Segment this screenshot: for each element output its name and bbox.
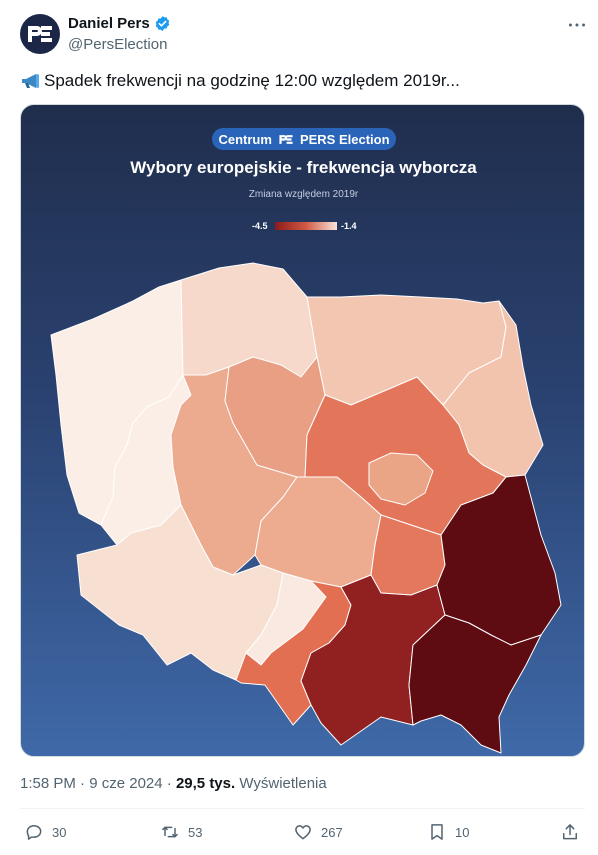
like-button[interactable]: 267 — [293, 822, 343, 842]
repost-icon — [162, 826, 178, 838]
divider — [20, 808, 585, 809]
meta-separator: · — [80, 775, 86, 792]
share-icon — [563, 824, 577, 840]
tweet-time[interactable]: 1:58 PM — [20, 775, 76, 792]
pe-logo-icon — [279, 134, 293, 144]
tweet-text-content: Spadek frekwencji na godzinę 12:00 wzglę… — [44, 71, 460, 90]
region-podkarpackie — [408, 614, 542, 754]
author-name-row[interactable]: Daniel Pers — [68, 15, 171, 32]
verified-badge-icon — [155, 16, 169, 31]
brand-right: PERS Election — [299, 131, 390, 147]
region-warszawa — [368, 452, 434, 506]
reply-button[interactable]: 30 — [24, 822, 66, 842]
author-handle[interactable]: @PersElection — [68, 36, 168, 53]
tweet-meta: 1:58 PM · 9 cze 2024 · 29,5 tys. Wyświet… — [20, 775, 327, 792]
like-count: 267 — [321, 824, 343, 840]
bookmark-icon — [431, 824, 443, 840]
tweet-text: Spadek frekwencji na godzinę 12:00 wzglę… — [20, 71, 460, 91]
legend-color-bar — [275, 222, 337, 230]
repost-button[interactable]: 53 — [160, 822, 202, 842]
megaphone-icon — [22, 74, 39, 88]
brand-pill: Centrum PERS Election — [212, 128, 396, 150]
views-count: 29,5 tys. — [175, 775, 236, 792]
more-options-icon[interactable] — [566, 14, 588, 36]
bookmark-count: 10 — [455, 824, 470, 840]
legend-min-label: -4.5 — [252, 221, 268, 231]
avatar[interactable] — [20, 14, 60, 54]
author-display-name[interactable]: Daniel Pers — [68, 15, 150, 32]
heart-icon — [295, 825, 311, 840]
reply-count: 30 — [52, 824, 67, 840]
region-malopolskie — [300, 574, 446, 746]
repost-count: 53 — [188, 824, 203, 840]
tweet-date[interactable]: 9 cze 2024 — [89, 775, 163, 792]
meta-separator: · — [166, 775, 172, 792]
bookmark-button[interactable]: 10 — [427, 822, 469, 842]
reply-icon — [26, 825, 42, 840]
tweet-media-image[interactable]: Centrum PERS Election Wybory europejskie… — [20, 104, 585, 757]
brand-left: Centrum — [218, 131, 272, 147]
poland-turnout-map — [50, 262, 562, 754]
pe-logo-icon — [28, 26, 52, 42]
map-subtitle: Zmiana względem 2019r — [248, 189, 359, 200]
region-lubelskie — [436, 474, 562, 646]
views-label: Wyświetlenia — [239, 775, 327, 792]
legend-max-label: -1.4 — [341, 221, 357, 231]
map-title: Wybory europejskie - frekwencja wyborcza — [130, 158, 477, 177]
share-button[interactable] — [560, 822, 580, 842]
